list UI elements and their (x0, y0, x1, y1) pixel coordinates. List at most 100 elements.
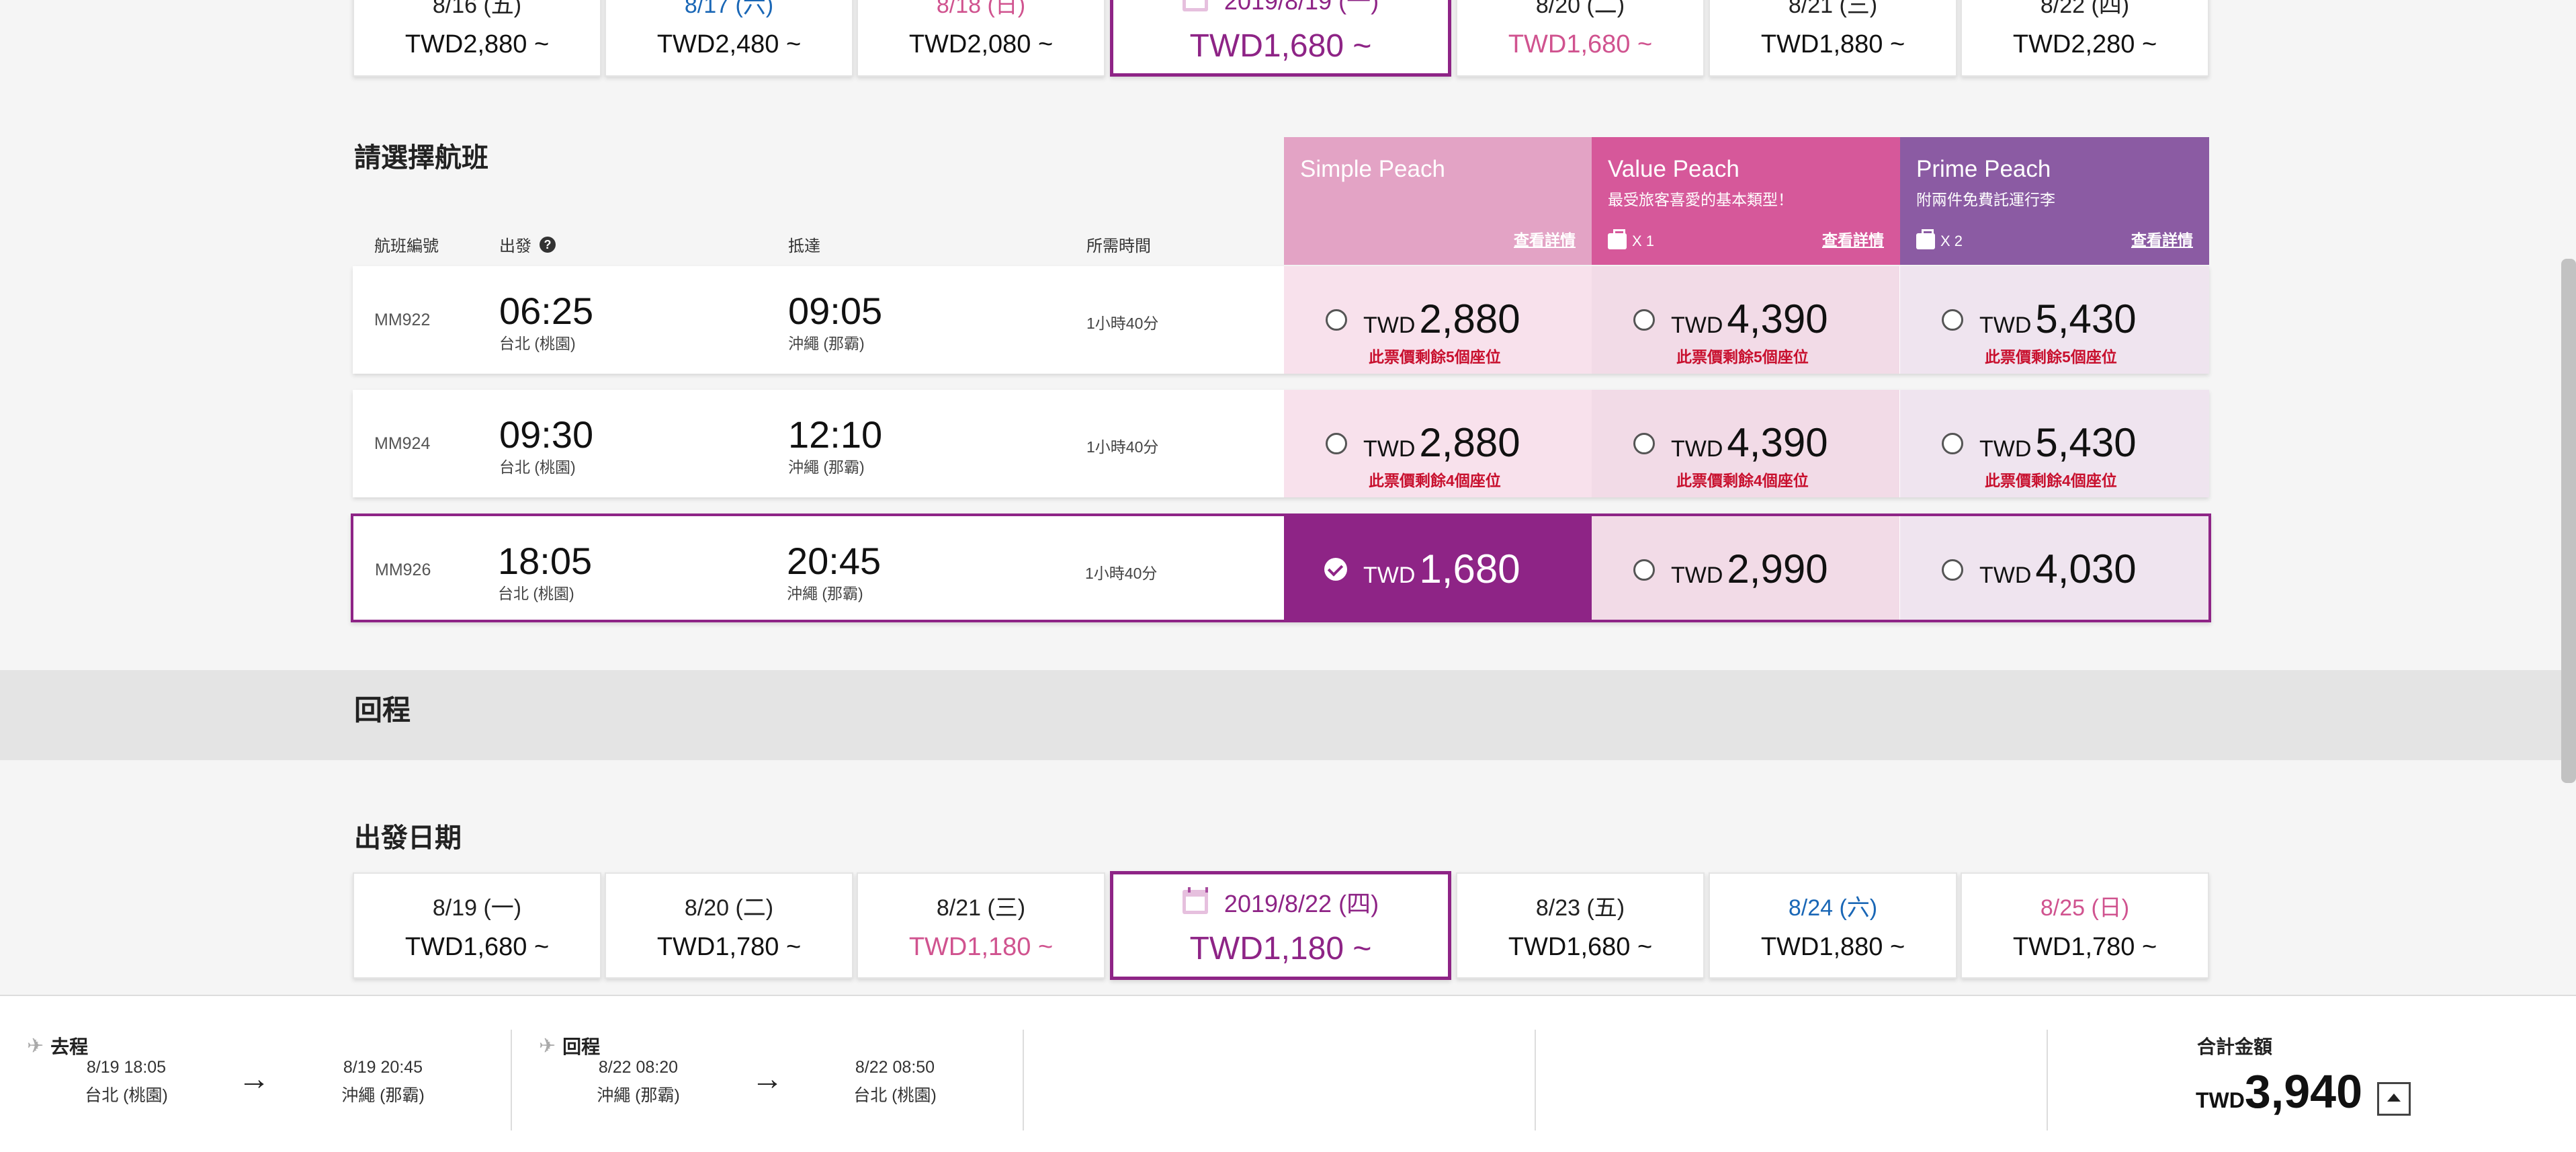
fare-radio[interactable] (1942, 309, 1963, 331)
fare-option-simple-selected[interactable]: TWD 1,680 (1284, 516, 1592, 620)
divider (2047, 1030, 2048, 1130)
fare-radio[interactable] (1326, 433, 1347, 454)
fare-detail-link[interactable]: 查看詳情 (1514, 231, 1576, 249)
amount: 4,390 (1727, 296, 1828, 341)
fare-option-simple[interactable]: TWD 2,880 此票價剩餘4個座位 (1284, 390, 1592, 497)
fare-price: TWD 2,880 (1363, 419, 1520, 466)
scrollbar[interactable] (2561, 259, 2576, 783)
fare-price: TWD 2,880 (1363, 296, 1520, 342)
fare-price: TWD 1,680 (1363, 546, 1520, 592)
date-card-8-19[interactable]: 8/19 (一) TWD1,680 ~ (353, 872, 601, 979)
select-flight-title: 請選擇航班 (354, 143, 488, 173)
amount: 4,030 (2035, 546, 2137, 591)
total-value: 3,940 (2244, 1065, 2363, 1118)
help-icon[interactable]: ? (540, 236, 556, 253)
fare-radio[interactable] (1326, 309, 1347, 331)
amount: 2,880 (1419, 296, 1520, 341)
calendar-icon (1182, 0, 1208, 11)
seats-left: 此票價剩餘5個座位 (1369, 348, 1501, 366)
date-card-8-24[interactable]: 8/24 (六) TWD1,880 ~ (1709, 872, 1957, 979)
amount: 1,680 (1419, 546, 1520, 591)
fare-radio[interactable] (1942, 433, 1963, 454)
date-price: TWD1,180 ~ (1189, 930, 1372, 966)
date-price: TWD2,880 ~ (404, 30, 550, 58)
departure-city: 台北 (桃園) (499, 335, 576, 352)
date-card-8-20[interactable]: 8/20 (二) TWD1,780 ~ (605, 872, 853, 979)
date-price: TWD1,880 ~ (1760, 933, 1905, 961)
fare-price: TWD 4,030 (1979, 546, 2137, 592)
date-label: 8/24 (六) (1788, 895, 1878, 921)
fare-option-value[interactable]: TWD 4,390 此票價剩餘4個座位 (1592, 390, 1899, 497)
total-label: 合計金額 (2197, 1036, 2273, 1057)
date-card-8-25[interactable]: 8/25 (日) TWD1,780 ~ (1961, 872, 2209, 979)
fare-option-prime[interactable]: TWD 4,030 (1900, 516, 2208, 620)
baggage-allowance: X 2 (1916, 229, 1963, 250)
date-price: TWD1,880 ~ (1760, 30, 1905, 58)
date-price: TWD1,680 ~ (1508, 933, 1653, 961)
inbound-arr-city: 台北 (桃園) (853, 1086, 937, 1105)
date-card-8-21[interactable]: 8/21 (三) TWD1,180 ~ (857, 872, 1105, 979)
arrival-time: 12:10 (788, 413, 883, 456)
date-price: TWD1,180 ~ (908, 933, 1054, 961)
date-card-8-17[interactable]: 8/17 (六) TWD2,480 ~ (605, 0, 853, 77)
date-label: 8/18 (日) (936, 0, 1026, 18)
fare-detail-link[interactable]: 查看詳情 (2131, 231, 2193, 249)
date-card-8-23[interactable]: 8/23 (五) TWD1,680 ~ (1456, 872, 1705, 979)
fare-option-value[interactable]: TWD 2,990 (1592, 516, 1899, 620)
fare-header-value-peach: Value Peach 最受旅客喜愛的基本類型！ X 1 查看詳情 (1592, 137, 1900, 265)
fare-detail-link[interactable]: 查看詳情 (1822, 231, 1884, 249)
date-card-selected-8-19[interactable]: 2019/8/19 (一) TWD1,680 ~ (1110, 0, 1451, 77)
selected-date-label: 2019/8/22 (四) (1182, 884, 1379, 919)
column-depart: 出發? (499, 233, 556, 256)
fare-radio[interactable] (1633, 433, 1655, 454)
outbound-arr-time: 8/19 20:45 (343, 1058, 423, 1077)
currency: TWD (1671, 436, 1723, 462)
currency: TWD (1363, 313, 1416, 338)
arrival-city: 沖繩 (那霸) (787, 585, 863, 602)
column-depart-label: 出發 (499, 237, 531, 255)
flight-duration: 1小時40分 (1086, 315, 1159, 332)
flight-duration: 1小時40分 (1086, 438, 1159, 456)
fare-option-value[interactable]: TWD 4,390 此票價剩餘5個座位 (1592, 266, 1899, 374)
date-card-8-16[interactable]: 8/16 (五) TWD2,880 ~ (353, 0, 601, 77)
date-price: TWD2,080 ~ (908, 30, 1054, 58)
return-title: 回程 (354, 694, 411, 726)
luggage-icon (1608, 229, 1627, 249)
date-price: TWD1,780 ~ (2012, 933, 2157, 961)
date-card-8-18[interactable]: 8/18 (日) TWD2,080 ~ (857, 0, 1105, 77)
fare-subtitle: 最受旅客喜愛的基本類型！ (1608, 191, 1793, 208)
fare-price: TWD 4,390 (1671, 419, 1828, 466)
currency: TWD (1671, 313, 1723, 338)
seats-left: 此票價剩餘4個座位 (1985, 472, 2117, 489)
date-card-selected-8-22[interactable]: 2019/8/22 (四) TWD1,180 ~ (1110, 871, 1451, 980)
fare-radio[interactable] (1942, 559, 1963, 581)
fare-price: TWD 2,990 (1671, 546, 1828, 592)
arrow-icon: → (238, 1061, 270, 1097)
currency: TWD (1671, 563, 1723, 588)
date-price: TWD2,480 ~ (656, 30, 802, 58)
column-flight-no: 航班編號 (374, 237, 439, 255)
fare-subtitle: 附兩件免費託運行李 (1916, 191, 2055, 208)
seats-left: 此票價剩餘4個座位 (1676, 472, 1809, 489)
amount: 5,430 (2035, 296, 2137, 341)
check-icon[interactable] (1324, 558, 1347, 581)
seats-left: 此票價剩餘4個座位 (1369, 472, 1501, 489)
inbound-label: 回程 (562, 1036, 601, 1057)
flight-row-mm926-selected: MM926 18:05 台北 (桃園) 20:45 沖繩 (那霸) 1小時40分… (351, 513, 2211, 622)
amount: 5,430 (2035, 420, 2137, 465)
fare-option-prime[interactable]: TWD 5,430 此票價剩餘5個座位 (1900, 266, 2209, 374)
fare-radio[interactable] (1633, 559, 1655, 581)
fare-option-prime[interactable]: TWD 5,430 此票價剩餘4個座位 (1900, 390, 2209, 497)
fare-option-simple[interactable]: TWD 2,880 此票價剩餘5個座位 (1284, 266, 1592, 374)
date-card-8-20[interactable]: 8/20 (二) TWD1,680 ~ (1456, 0, 1705, 77)
arrival-time: 20:45 (787, 540, 882, 582)
expand-summary-button[interactable] (2377, 1082, 2411, 1116)
arrow-icon: → (751, 1061, 783, 1097)
date-card-8-22[interactable]: 8/22 (四) TWD2,280 ~ (1961, 0, 2209, 77)
fare-radio[interactable] (1633, 309, 1655, 331)
divider (511, 1030, 512, 1130)
outbound-label: 去程 (50, 1036, 89, 1057)
date-card-8-21[interactable]: 8/21 (三) TWD1,880 ~ (1709, 0, 1957, 77)
arrival-city: 沖繩 (那霸) (788, 335, 865, 352)
